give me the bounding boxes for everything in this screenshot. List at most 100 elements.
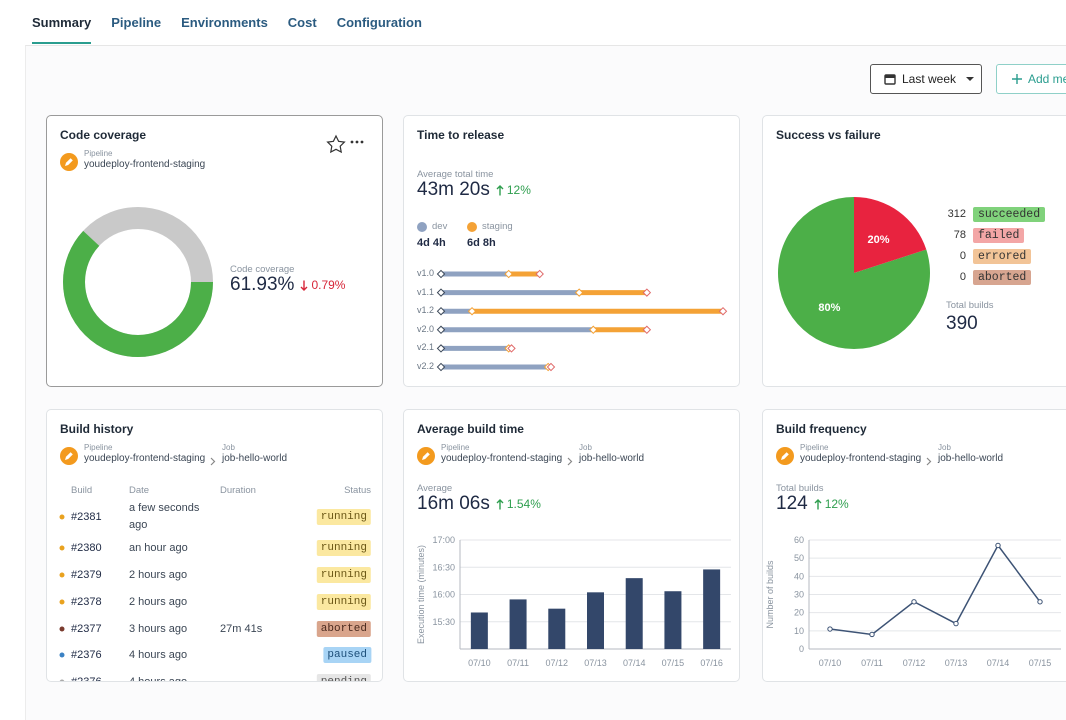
build-number: #2377 xyxy=(71,623,102,635)
legend-count: 78 xyxy=(953,229,966,241)
legend-count: 0 xyxy=(959,250,966,262)
line-point xyxy=(995,542,1001,549)
chart-layer xyxy=(417,222,728,372)
metric-label: Average xyxy=(417,483,453,494)
line-point xyxy=(953,620,959,627)
change-arrow xyxy=(496,498,504,509)
milestone xyxy=(436,325,446,335)
column-header: Date xyxy=(129,485,150,496)
pipeline-name: youdeploy-frontend-staging xyxy=(441,453,563,464)
widget-title: Time to release xyxy=(417,128,505,142)
status-badge: running xyxy=(316,567,371,583)
calendar-top xyxy=(885,75,895,78)
date-range-button[interactable]: Last week xyxy=(870,64,982,94)
status-dot xyxy=(59,652,65,658)
icon-pencil xyxy=(422,452,430,460)
icon-pencil xyxy=(65,158,73,166)
column-header: Status xyxy=(344,485,371,496)
bar xyxy=(664,591,682,649)
widget-card: Build frequency Pipeline youdeploy-fronten… xyxy=(762,409,1066,682)
pipeline-icon xyxy=(417,447,435,465)
x-tick-label: 07/11 xyxy=(861,658,883,668)
date-range-label: Last week xyxy=(902,72,957,86)
status-badge: paused xyxy=(323,647,371,663)
bar xyxy=(470,612,488,649)
build-date: 2 hours ago xyxy=(129,569,188,581)
metric-label: Code coverage xyxy=(230,264,295,275)
metric-label: Average total time xyxy=(417,169,494,180)
milestone xyxy=(642,325,652,335)
job-name: job-hello-world xyxy=(938,453,1004,464)
job-label: Job xyxy=(938,443,951,452)
build-date: 4 hours ago xyxy=(129,649,188,661)
widget-title: Build history xyxy=(60,422,134,436)
menu-dot[interactable] xyxy=(355,140,359,144)
y-tick-label: 15:30 xyxy=(432,617,455,627)
row-label: v1.2 xyxy=(417,305,435,316)
bar xyxy=(548,608,566,649)
arrow-shape xyxy=(814,498,822,509)
tab[interactable]: Environments xyxy=(181,15,268,30)
pipeline-icon xyxy=(776,447,794,465)
y-tick-label: 17:00 xyxy=(432,535,455,545)
icon-pencil xyxy=(781,452,789,460)
job-name: job-hello-world xyxy=(222,453,288,464)
total-label: Total builds xyxy=(946,300,994,311)
tab[interactable]: Pipeline xyxy=(111,15,162,30)
status-dot xyxy=(59,679,65,681)
status-dot xyxy=(59,599,65,605)
build-number: #2380 xyxy=(71,542,102,554)
milestone xyxy=(467,306,477,316)
milestone xyxy=(436,288,446,297)
line-point xyxy=(869,631,875,638)
legend-total: 6d 8h xyxy=(467,237,496,249)
y-tick-label: 50 xyxy=(794,553,804,563)
x-tick-label: 07/11 xyxy=(507,658,529,668)
status-dot xyxy=(59,545,65,551)
build-number: #2378 xyxy=(71,596,102,608)
y-tick-label: 30 xyxy=(794,590,804,600)
metric-change: 12% xyxy=(824,497,849,511)
milestone xyxy=(718,306,728,316)
build-date: an hour ago xyxy=(129,542,188,554)
widget-card: Build history Pipeline youdeploy-frontend-… xyxy=(46,409,383,682)
y-axis-title: Number of builds xyxy=(765,560,775,629)
build-number: #2376 xyxy=(71,676,102,682)
menu-dot[interactable] xyxy=(350,140,354,144)
tab[interactable]: Summary xyxy=(32,15,92,44)
pie-label: 20% xyxy=(868,234,890,246)
x-tick-label: 07/16 xyxy=(700,658,723,668)
chevron-icon xyxy=(567,457,573,466)
arrow-shape xyxy=(496,498,504,509)
status-tag: succeeded xyxy=(973,207,1046,222)
metric-label: Total builds xyxy=(776,483,824,494)
widget-title: Build frequency xyxy=(776,422,867,436)
metric-change: 12% xyxy=(506,183,531,197)
status-tag: aborted xyxy=(973,270,1032,285)
plus xyxy=(1012,74,1022,84)
milestone xyxy=(436,306,446,316)
favorite-icon[interactable] xyxy=(326,134,346,154)
line-point xyxy=(827,626,833,632)
bar xyxy=(703,569,721,649)
change-arrow xyxy=(496,184,504,195)
milestone xyxy=(504,269,513,279)
add-button[interactable]: Add me xyxy=(996,64,1066,94)
plus-icon xyxy=(1012,74,1022,84)
milestone xyxy=(436,362,446,372)
tab[interactable]: Configuration xyxy=(336,15,422,30)
milestone xyxy=(589,325,598,335)
job-label: Job xyxy=(222,443,235,452)
status-badge: running xyxy=(316,594,371,610)
x-tick-label: 07/10 xyxy=(468,658,491,668)
row-label: v2.1 xyxy=(417,342,435,353)
caret-icon xyxy=(966,77,974,81)
tab[interactable]: Cost xyxy=(287,15,317,30)
menu-dot[interactable] xyxy=(360,140,364,144)
legend-label: staging xyxy=(482,221,513,232)
legend-label: dev xyxy=(432,221,448,232)
pie-label: 80% xyxy=(818,302,840,314)
x-tick-label: 07/13 xyxy=(584,658,607,668)
